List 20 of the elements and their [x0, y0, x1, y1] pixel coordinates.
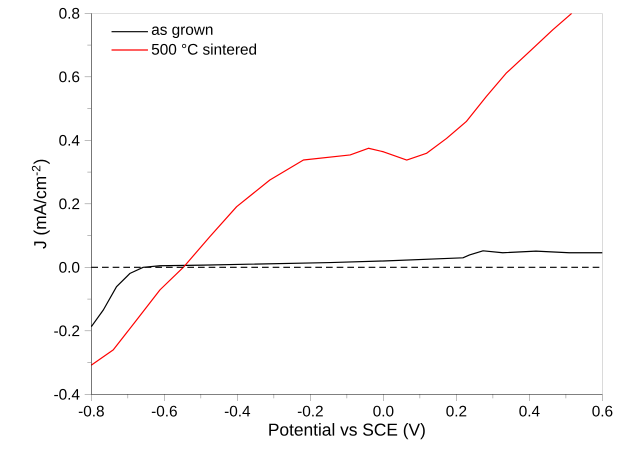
legend-label: 500 °C sintered — [152, 43, 256, 55]
y-tick-label: -0.4 — [54, 388, 80, 400]
x-tick-label: 0.6 — [592, 406, 612, 417]
x-axis-title: Potential vs SCE (V) — [269, 423, 425, 440]
x-tick-label: -0.2 — [298, 406, 323, 417]
line-series — [91, 13, 572, 366]
y-tick-label: -0.2 — [54, 325, 80, 336]
x-tick-label: -0.4 — [224, 406, 250, 417]
y-axis-title: J (mA/cm$^{-2}$) — [32, 160, 50, 249]
x-tick-label: -0.8 — [78, 406, 104, 417]
y-tick-label: 0.6 — [59, 71, 80, 82]
x-tick-label: -0.6 — [152, 406, 177, 417]
legend-label: as grown — [152, 26, 212, 38]
x-tick-label: 0.2 — [446, 406, 466, 417]
y-tick-label: 0.8 — [59, 8, 80, 19]
y-tick-label: 0.4 — [59, 134, 80, 146]
y-tick-label: 0.0 — [59, 262, 80, 273]
y-tick-label: 0.2 — [59, 198, 80, 210]
x-tick-label: 0.4 — [519, 406, 540, 417]
x-tick-label: 0.0 — [373, 406, 394, 417]
